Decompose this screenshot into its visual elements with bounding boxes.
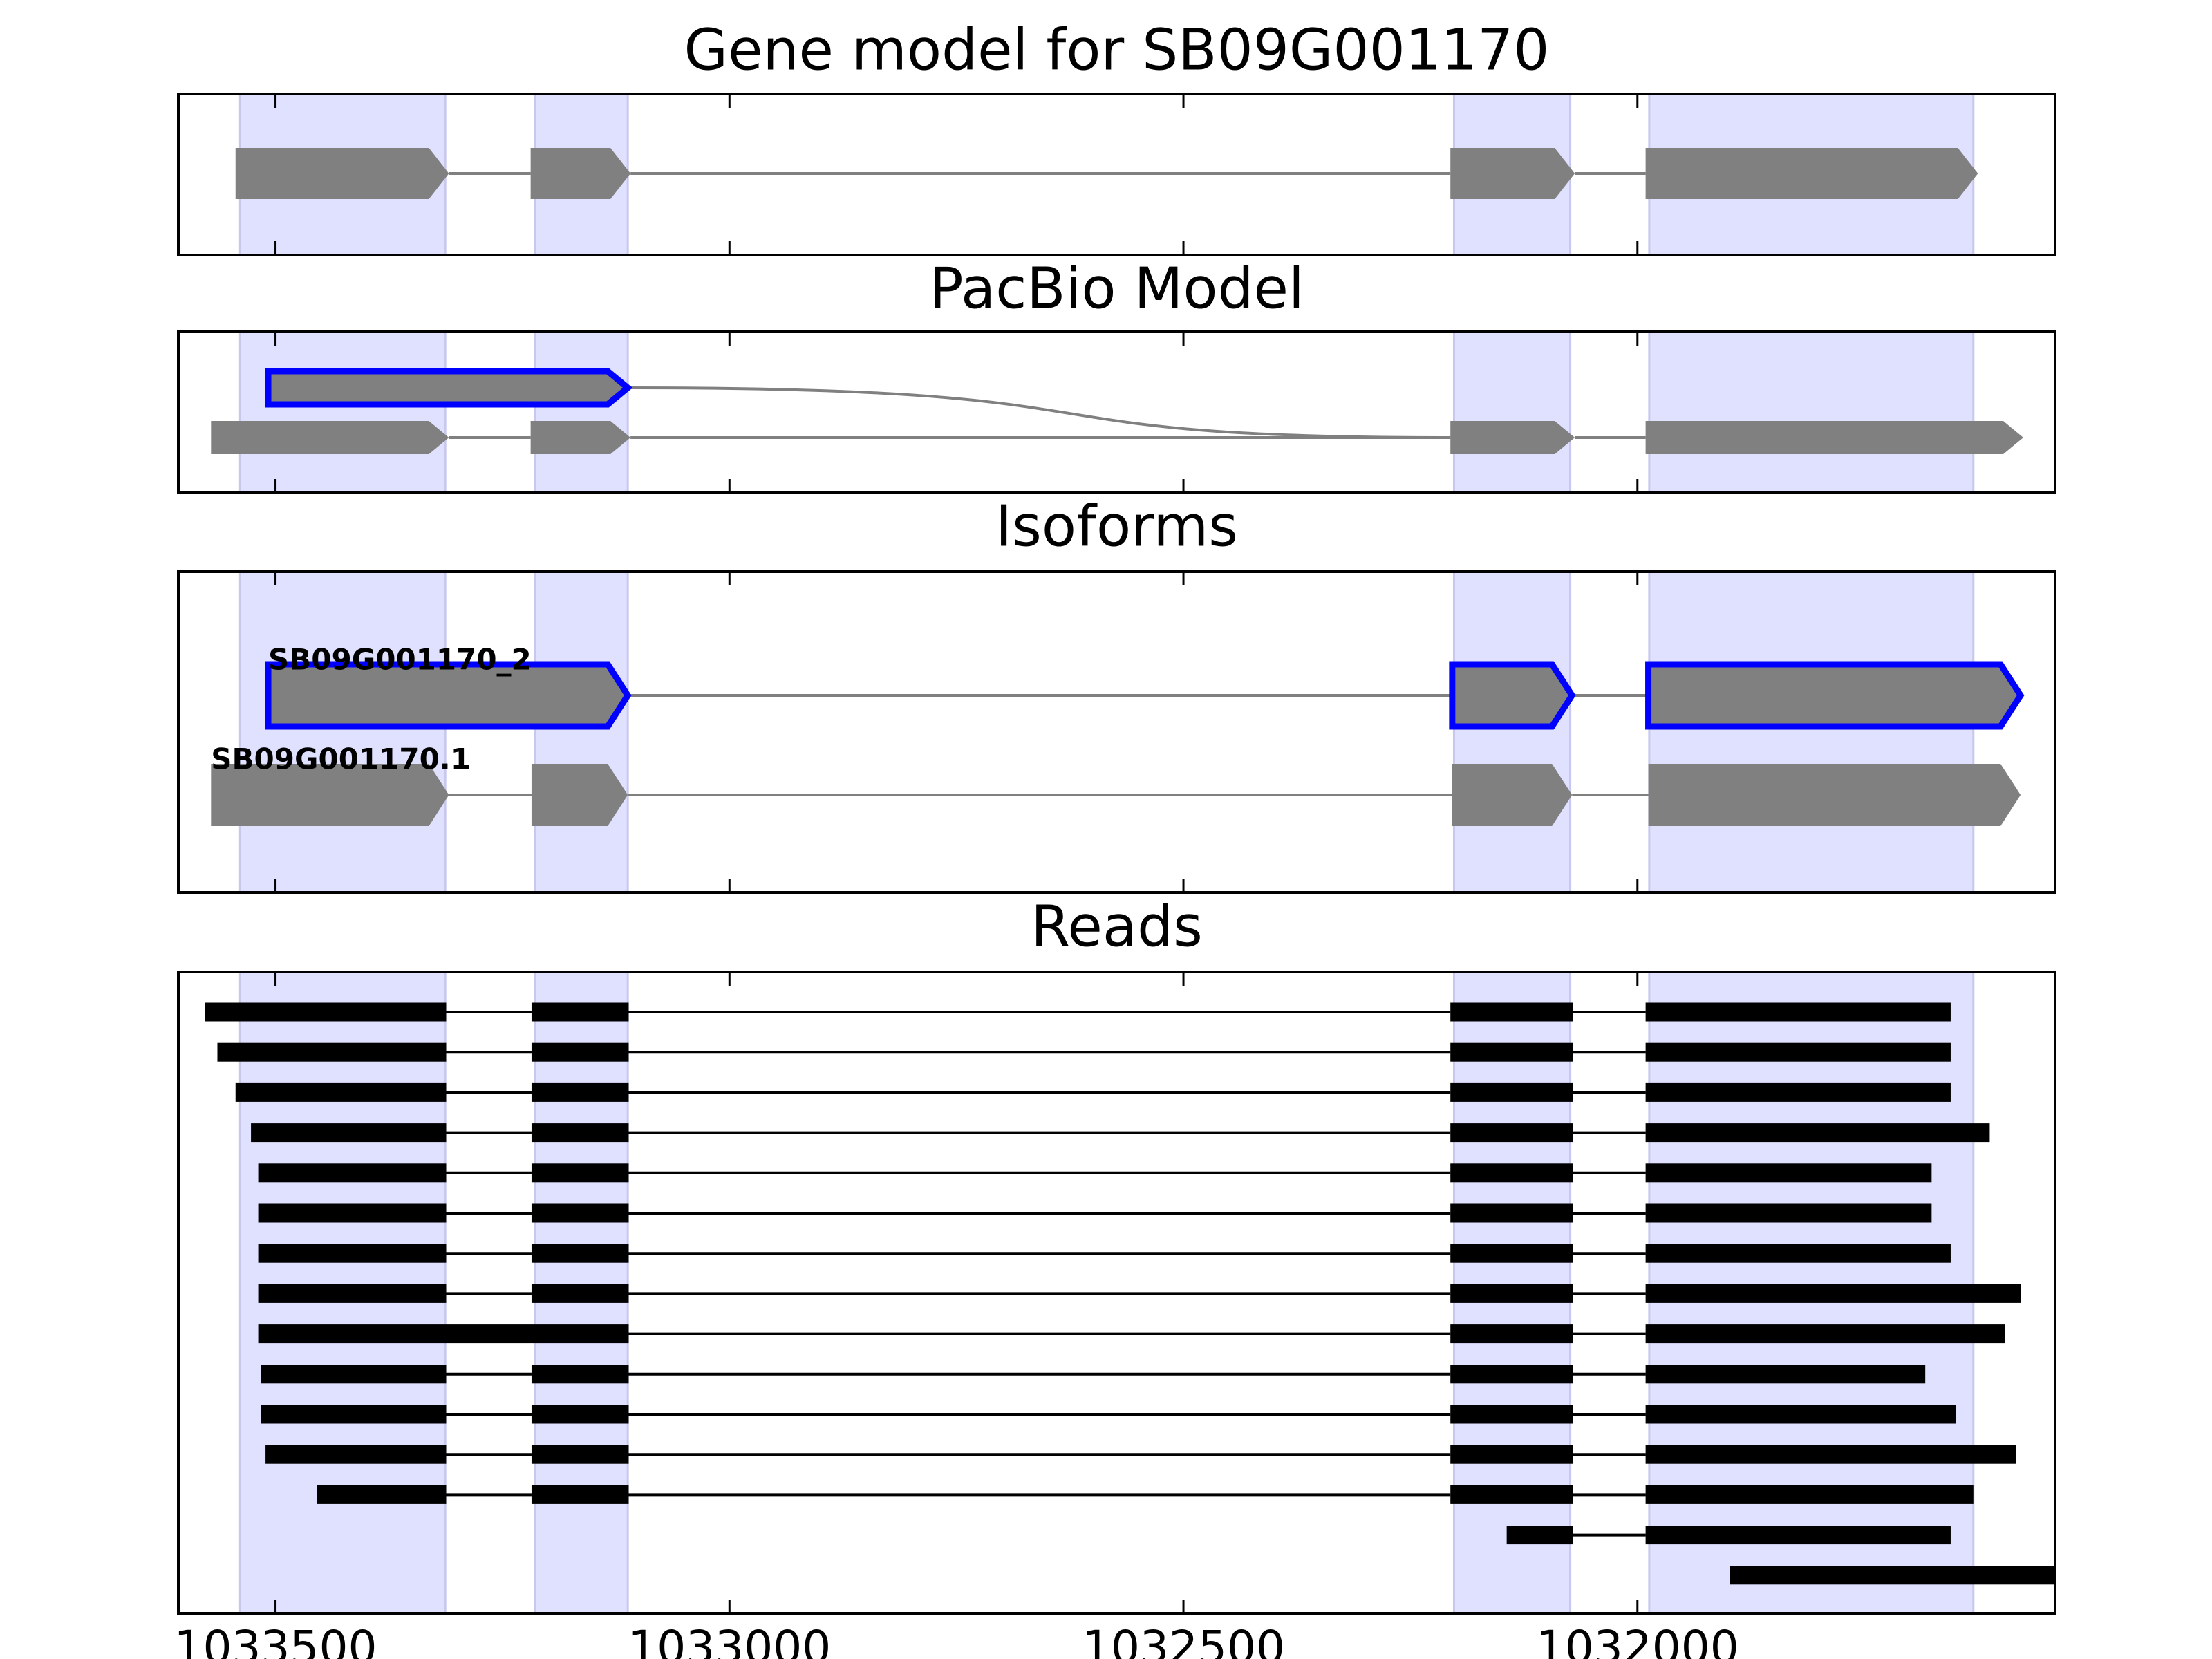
read-block	[258, 1244, 447, 1263]
exon	[531, 764, 628, 826]
read-block	[258, 1163, 447, 1183]
isoform-label: SB09G001170_2	[268, 643, 532, 677]
panel-frame	[177, 330, 2056, 494]
read-block	[217, 1042, 447, 1062]
exon	[1450, 421, 1575, 454]
exon	[1645, 148, 1978, 199]
exon-region	[534, 572, 629, 892]
read-block	[1645, 1244, 1951, 1263]
exon	[1645, 421, 2024, 454]
read-block	[261, 1365, 447, 1384]
read-block	[531, 1082, 629, 1102]
panel	[235, 94, 1978, 255]
read-block	[258, 1324, 629, 1344]
read-block	[531, 1163, 629, 1183]
read-block	[1645, 1163, 1932, 1183]
exon	[265, 661, 632, 730]
read-block	[1450, 1405, 1573, 1424]
read-block	[1645, 1365, 1926, 1384]
read-block	[1450, 1042, 1573, 1062]
x-tick-label: 1033000	[628, 1621, 831, 1659]
panel	[205, 972, 2055, 1613]
x-tick-label: 1033500	[174, 1621, 377, 1659]
read-block	[1645, 1284, 2021, 1303]
exon	[235, 148, 449, 199]
exon	[1450, 148, 1575, 199]
exon-region	[238, 332, 447, 493]
read-block	[531, 1405, 629, 1424]
read-block	[1645, 1082, 1951, 1102]
panel-title: PacBio Model	[929, 256, 1304, 321]
isoform-label: SB09G001170.1	[211, 742, 471, 776]
read-block	[531, 1042, 629, 1062]
read-block	[1450, 1203, 1573, 1223]
panel-title: Gene model for SB09G001170	[684, 17, 1550, 83]
read-block	[531, 1203, 629, 1223]
read-block	[1450, 1002, 1573, 1022]
panel-frame	[177, 971, 2056, 1615]
junction	[628, 386, 1451, 439]
read-block	[1645, 1324, 2005, 1344]
read-block	[205, 1002, 447, 1022]
exon-region	[1452, 332, 1572, 493]
exon-region	[534, 332, 629, 493]
read-block	[1645, 1526, 1951, 1545]
read-block	[1645, 1002, 1951, 1022]
exon-region	[238, 572, 447, 892]
read-block	[1645, 1445, 2016, 1464]
exon	[1648, 764, 2021, 826]
read-block	[531, 1485, 629, 1504]
read-block	[1450, 1365, 1573, 1384]
read-block	[1730, 1566, 2055, 1585]
read-block	[531, 1123, 629, 1143]
exon-region	[1648, 572, 1975, 892]
read-block	[258, 1284, 447, 1303]
exon	[1449, 661, 1576, 730]
read-block	[1450, 1284, 1573, 1303]
read-block	[235, 1082, 447, 1102]
read-block	[251, 1123, 447, 1143]
exon	[265, 368, 633, 408]
read-block	[1450, 1485, 1573, 1504]
read-block	[531, 1445, 629, 1464]
read-block	[1450, 1324, 1573, 1344]
x-tick-label: 1032500	[1082, 1621, 1285, 1659]
read-block	[531, 1365, 629, 1384]
read-block	[531, 1244, 629, 1263]
exon	[1452, 764, 1573, 826]
read-block	[1450, 1445, 1573, 1464]
panel-frame	[177, 570, 2056, 894]
read-block	[317, 1485, 447, 1504]
read-block	[1645, 1485, 1974, 1504]
panel-frame	[177, 93, 2056, 256]
exon	[211, 764, 449, 826]
exon	[1645, 661, 2025, 730]
exon-region	[1648, 332, 1975, 493]
read-block	[1645, 1123, 1990, 1143]
panel-title: Isoforms	[995, 494, 1238, 559]
x-tick-label: 1032000	[1536, 1621, 1739, 1659]
read-block	[1450, 1123, 1573, 1143]
exon	[530, 148, 631, 199]
read-block	[531, 1002, 629, 1022]
read-block	[1645, 1042, 1951, 1062]
panel-title: Reads	[1031, 894, 1203, 959]
read-block	[1645, 1203, 1932, 1223]
read-block	[531, 1284, 629, 1303]
panel	[211, 332, 2024, 493]
read-block	[1645, 1405, 1956, 1424]
read-block	[1506, 1526, 1573, 1545]
panel	[211, 572, 2025, 892]
read-block	[1450, 1082, 1573, 1102]
read-block	[265, 1445, 447, 1464]
read-block	[258, 1203, 447, 1223]
read-block	[261, 1405, 447, 1424]
read-block	[1450, 1244, 1573, 1263]
exon-region	[1452, 572, 1572, 892]
read-block	[1450, 1163, 1573, 1183]
exon	[530, 421, 631, 454]
exon	[211, 421, 449, 454]
